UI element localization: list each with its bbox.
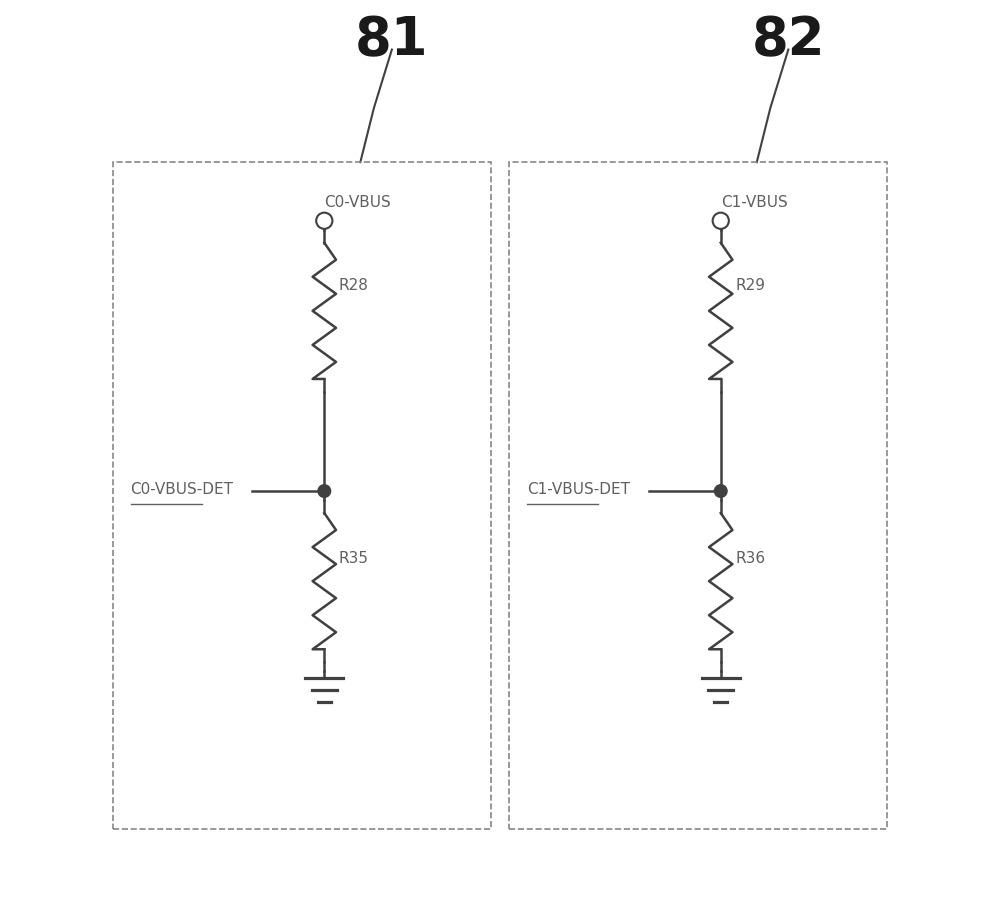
Circle shape [713, 213, 729, 229]
Circle shape [316, 213, 332, 229]
Text: C0-VBUS: C0-VBUS [324, 196, 391, 210]
Circle shape [714, 485, 727, 497]
Circle shape [318, 485, 331, 497]
Text: R36: R36 [735, 551, 765, 566]
Text: 82: 82 [752, 14, 825, 67]
Text: C1-VBUS-DET: C1-VBUS-DET [527, 482, 630, 496]
Text: C1-VBUS: C1-VBUS [721, 196, 787, 210]
Text: R28: R28 [339, 278, 369, 293]
Text: 81: 81 [355, 14, 429, 67]
Text: C0-VBUS-DET: C0-VBUS-DET [131, 482, 234, 496]
Text: R29: R29 [735, 278, 765, 293]
Text: R35: R35 [339, 551, 369, 566]
